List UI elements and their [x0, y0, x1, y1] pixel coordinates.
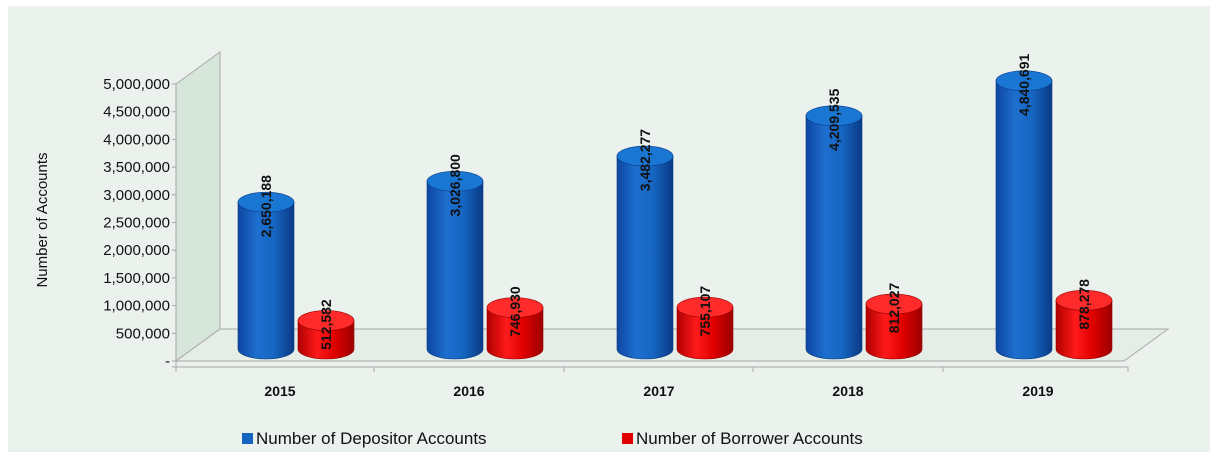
data-label: 878,278 — [1076, 279, 1092, 330]
bar-depositor — [616, 145, 674, 360]
bar-depositor — [995, 70, 1053, 360]
y-tick-label: - — [165, 353, 170, 370]
bar-borrower-top — [297, 310, 355, 331]
x-tick-labels: 2015 2016 2017 2018 2019 — [175, 367, 1129, 399]
bar-depositor-body — [805, 115, 863, 360]
bar-borrower-top — [1055, 290, 1113, 311]
bar-borrower-body — [676, 306, 734, 360]
bar-borrower — [1055, 290, 1113, 360]
bars — [237, 70, 1113, 360]
y-tick-label: 5,000,000 — [103, 76, 170, 93]
x-tick-label: 2018 — [832, 383, 863, 399]
legend-swatch-borrower — [622, 433, 633, 444]
y-tick-label: 500,000 — [116, 325, 170, 342]
y-tick-label: 2,500,000 — [103, 215, 170, 232]
bar-borrower — [676, 296, 734, 360]
data-label: 512,582 — [318, 299, 334, 350]
bar-depositor-body — [426, 181, 484, 360]
x-tick-label: 2015 — [264, 383, 295, 399]
bar-depositor-body — [995, 80, 1053, 360]
data-label: 2,650,188 — [258, 175, 274, 237]
legend-swatch-depositor — [242, 433, 253, 444]
bar-depositor-top — [616, 145, 674, 167]
bar-borrower-top — [676, 296, 734, 318]
data-labels: 2,650,188 3,026,800 3,482,277 4,209,535 4,84… — [258, 53, 1092, 349]
bar-depositor-body — [237, 201, 295, 360]
bar-depositor-top — [995, 70, 1053, 92]
data-label: 755,107 — [697, 286, 713, 337]
data-label: 4,209,535 — [826, 88, 842, 150]
y-tick-label: 4,000,000 — [103, 131, 170, 148]
legend-label-borrower: Number of Borrower Accounts — [636, 429, 863, 448]
y-axis-label: Number of Accounts — [34, 152, 51, 287]
x-tick-label: 2017 — [643, 383, 674, 399]
bar-depositor — [805, 105, 863, 360]
data-label: 746,930 — [507, 286, 523, 337]
data-label: 812,027 — [886, 282, 902, 333]
y-tick-label: 1,500,000 — [103, 270, 170, 287]
bar-borrower — [486, 297, 544, 360]
bar-depositor-body — [616, 155, 674, 360]
bar-depositor-top — [426, 171, 484, 192]
bar-depositor-top — [237, 191, 295, 213]
bar-depositor — [237, 191, 295, 360]
chart-area: Number of Accounts - 500,000 1,000,000 1,50… — [8, 6, 1210, 452]
back-wall — [175, 51, 221, 362]
bar-borrower-body — [486, 307, 544, 360]
bar-borrower-top — [865, 293, 923, 315]
y-tick-label: 3,500,000 — [103, 159, 170, 176]
data-label: 3,482,277 — [637, 129, 653, 191]
bar-borrower-body — [1055, 300, 1113, 360]
y-tick-labels: - 500,000 1,000,000 1,500,000 2,000,000 2,500… — [103, 76, 176, 370]
bar-borrower — [865, 293, 923, 360]
bar-depositor-top — [805, 105, 863, 127]
y-tick-label: 4,500,000 — [103, 104, 170, 121]
y-tick-label: 3,000,000 — [103, 187, 170, 204]
bar-borrower-body — [865, 303, 923, 360]
bar-borrower-body — [297, 320, 355, 360]
data-label: 4,840,691 — [1016, 53, 1032, 115]
x-tick-label: 2019 — [1022, 383, 1053, 399]
y-tick-label: 2,000,000 — [103, 242, 170, 259]
bar-depositor — [426, 171, 484, 360]
bar-borrower — [297, 310, 355, 360]
legend-label-depositor: Number of Depositor Accounts — [256, 429, 487, 448]
x-tick-label: 2016 — [453, 383, 484, 399]
bar-borrower-top — [486, 297, 544, 318]
bar-chart: Number of Accounts - 500,000 1,000,000 1,50… — [34, 51, 1170, 448]
legend: Number of Depositor Accounts Number of B… — [242, 429, 863, 448]
y-tick-label: 1,000,000 — [103, 298, 170, 315]
data-label: 3,026,800 — [447, 154, 463, 216]
